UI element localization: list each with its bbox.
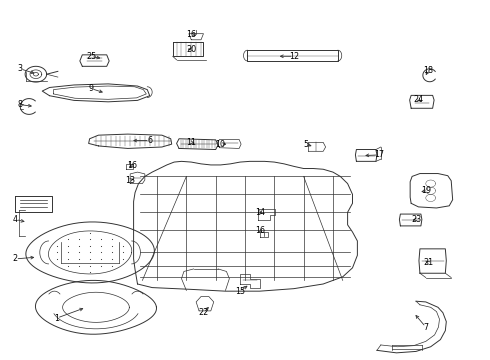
Text: 14: 14: [255, 208, 265, 217]
Text: 9: 9: [89, 84, 94, 93]
Text: 13: 13: [125, 176, 135, 185]
Text: 16: 16: [127, 161, 138, 170]
Text: 10: 10: [216, 140, 225, 149]
Text: 21: 21: [423, 258, 433, 267]
Text: 6: 6: [147, 136, 152, 145]
Text: 19: 19: [421, 186, 431, 195]
Text: 2: 2: [13, 255, 18, 264]
Text: 3: 3: [18, 64, 23, 73]
Text: 1: 1: [54, 314, 59, 323]
Text: 15: 15: [235, 287, 245, 296]
Text: 18: 18: [423, 66, 433, 75]
Text: 24: 24: [414, 95, 423, 104]
Text: 17: 17: [374, 150, 385, 159]
Text: 4: 4: [13, 215, 18, 224]
Text: 8: 8: [18, 100, 23, 109]
Text: 12: 12: [289, 52, 299, 61]
Text: 16: 16: [255, 226, 265, 235]
Text: 5: 5: [303, 140, 309, 149]
Text: 11: 11: [186, 138, 196, 147]
Text: 22: 22: [198, 308, 209, 317]
Text: 20: 20: [186, 45, 196, 54]
Text: 25: 25: [86, 52, 96, 61]
Text: 23: 23: [411, 215, 421, 224]
Text: 16: 16: [186, 30, 196, 39]
Text: 7: 7: [423, 323, 428, 332]
